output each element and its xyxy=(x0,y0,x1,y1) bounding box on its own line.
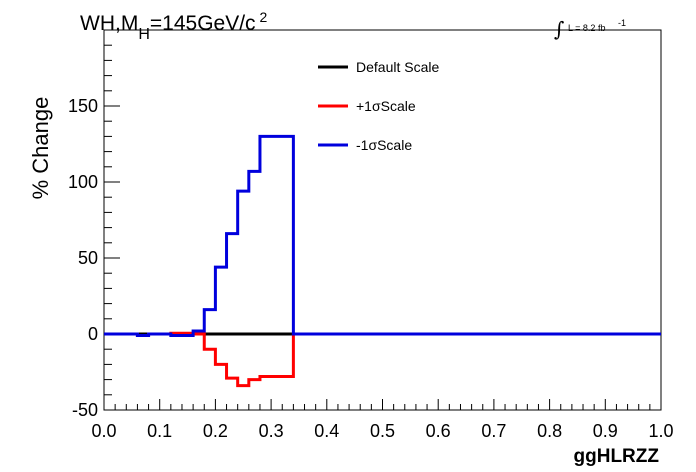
title-main: WH,M xyxy=(80,12,138,35)
chart-title: WH,MH=145GeV/c 2 xyxy=(80,9,268,43)
series-layer xyxy=(104,134,661,388)
luminosity-superscript: -1 xyxy=(618,18,626,28)
x-tick-label: 0.5 xyxy=(370,421,395,441)
luminosity-text: L = 8.2 fb xyxy=(568,23,605,33)
legend-label-default-scale: Default Scale xyxy=(356,59,439,75)
title-rest: =145GeV/c xyxy=(150,12,256,35)
integral-sign: ∫ xyxy=(554,17,564,41)
x-tick-label: 0.9 xyxy=(593,421,618,441)
x-tick-label: 0.0 xyxy=(91,421,116,441)
x-tick-label: 1.0 xyxy=(648,421,673,441)
x-tick-label: 0.6 xyxy=(426,421,451,441)
legend: Default Scale +1σScale -1σScale xyxy=(318,59,439,153)
luminosity-label: ∫ L = 8.2 fb -1 xyxy=(554,17,626,41)
x-tick-label: 0.3 xyxy=(259,421,284,441)
x-tick-label: 0.7 xyxy=(481,421,506,441)
plot-frame xyxy=(103,29,662,411)
x-tick-label: 0.2 xyxy=(203,421,228,441)
legend-label-plus-sigma: +1σScale xyxy=(356,98,416,114)
x-tick-label: 0.8 xyxy=(537,421,562,441)
y-tick-label: 150 xyxy=(68,96,98,116)
title-superscript: 2 xyxy=(260,9,268,25)
x-tick-label: 0.4 xyxy=(314,421,339,441)
series-minus-sigma xyxy=(104,134,661,338)
title-subscript: H xyxy=(138,26,150,43)
x-axis-label: ggHLRZZ xyxy=(574,446,660,467)
x-tick-label: 0.1 xyxy=(147,421,172,441)
series-plus-sigma xyxy=(104,331,661,388)
y-axis-label: % Change xyxy=(28,97,53,200)
y-tick-label: 0 xyxy=(88,324,98,344)
y-tick-label: -50 xyxy=(72,400,98,420)
y-tick-label: 100 xyxy=(68,172,98,192)
y-axis: -50 0 50 100 150 xyxy=(68,29,120,420)
y-tick-label: 50 xyxy=(78,248,98,268)
legend-label-minus-sigma: -1σScale xyxy=(356,137,412,153)
x-axis: 0.0 0.1 0.2 0.3 0.4 0.5 0.6 0.7 0.8 0.9 1.0 xyxy=(91,399,674,441)
